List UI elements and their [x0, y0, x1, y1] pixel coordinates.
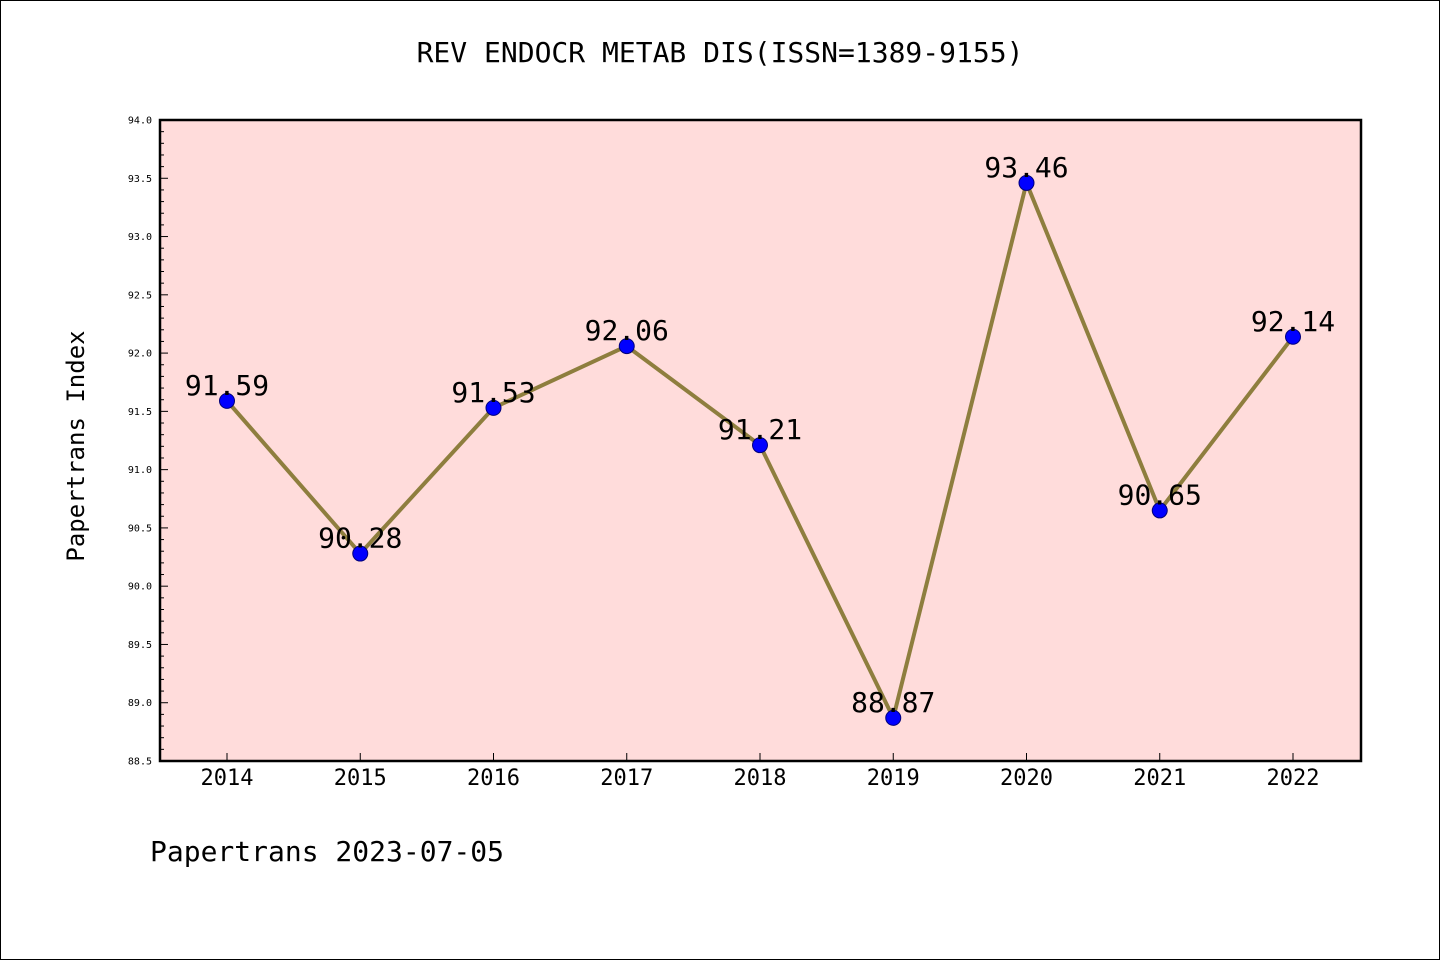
- x-tick-label: 2016: [467, 766, 520, 791]
- data-point: [752, 437, 768, 454]
- chart-title: REV ENDOCR METAB DIS(ISSN=1389-9155): [416, 36, 1024, 69]
- data-label: 91.21: [718, 413, 802, 446]
- data-point: [352, 545, 369, 562]
- x-tick-label: 2021: [1133, 766, 1186, 791]
- y-tick-label: 89.5: [128, 640, 152, 651]
- data-point: [219, 392, 235, 409]
- y-tick-label: 89.0: [128, 698, 152, 709]
- x-tick-label: 2015: [334, 766, 387, 791]
- x-tick-label: 2022: [1267, 766, 1320, 791]
- data-label: 93.46: [984, 151, 1068, 184]
- data-label: 91.59: [185, 369, 269, 402]
- data-point: [485, 399, 502, 416]
- data-point: [885, 709, 902, 726]
- data-point: [1151, 502, 1168, 519]
- data-label: 92.06: [585, 314, 669, 347]
- y-tick-label: 90.5: [128, 523, 152, 534]
- x-tick-label: 2020: [1000, 766, 1053, 791]
- y-tick-label: 90.0: [128, 582, 152, 593]
- y-tick-label: 88.5: [128, 757, 152, 768]
- data-point: [618, 338, 635, 355]
- y-axis-ticks: 88.5 89.0 89.5 90.0 90.5 91.0 91.5 92.0 92.5 93.0…: [128, 116, 168, 768]
- y-tick-label: 91.0: [128, 465, 152, 476]
- footer-date-label: Papertrans 2023-07-05: [150, 835, 505, 868]
- plot-border: [158, 118, 1363, 763]
- data-label: 91.53: [451, 376, 535, 409]
- data-point: [1018, 174, 1035, 191]
- data-point: [1285, 328, 1301, 345]
- x-tick-label: 2019: [867, 766, 920, 791]
- x-tick-label: 2018: [734, 766, 787, 791]
- data-label-group: 91.59 90.28 91.53 92.06 91.21 88.87 93.46 90.65…: [185, 151, 1335, 719]
- data-label: 88.87: [851, 686, 935, 719]
- x-tick-label: 2017: [600, 766, 653, 791]
- x-axis-ticks: 2014 2015 2016 2017 2018 2019 2020 2021 2022: [201, 753, 1320, 791]
- y-tick-label: 92.5: [128, 290, 152, 301]
- data-point-group: [219, 174, 1301, 726]
- y-tick-label: 94.0: [128, 116, 152, 127]
- y-tick-label: 93.5: [128, 174, 152, 185]
- data-label: 90.28: [318, 522, 402, 555]
- y-tick-label: 91.5: [128, 407, 152, 418]
- y-tick-label: 93.0: [128, 232, 152, 243]
- x-tick-label: 2014: [201, 766, 254, 791]
- y-axis-label: Papertrans Index: [62, 330, 90, 562]
- data-label: 90.65: [1118, 478, 1202, 511]
- y-tick-label: 92.0: [128, 349, 152, 360]
- data-label: 92.14: [1251, 305, 1335, 338]
